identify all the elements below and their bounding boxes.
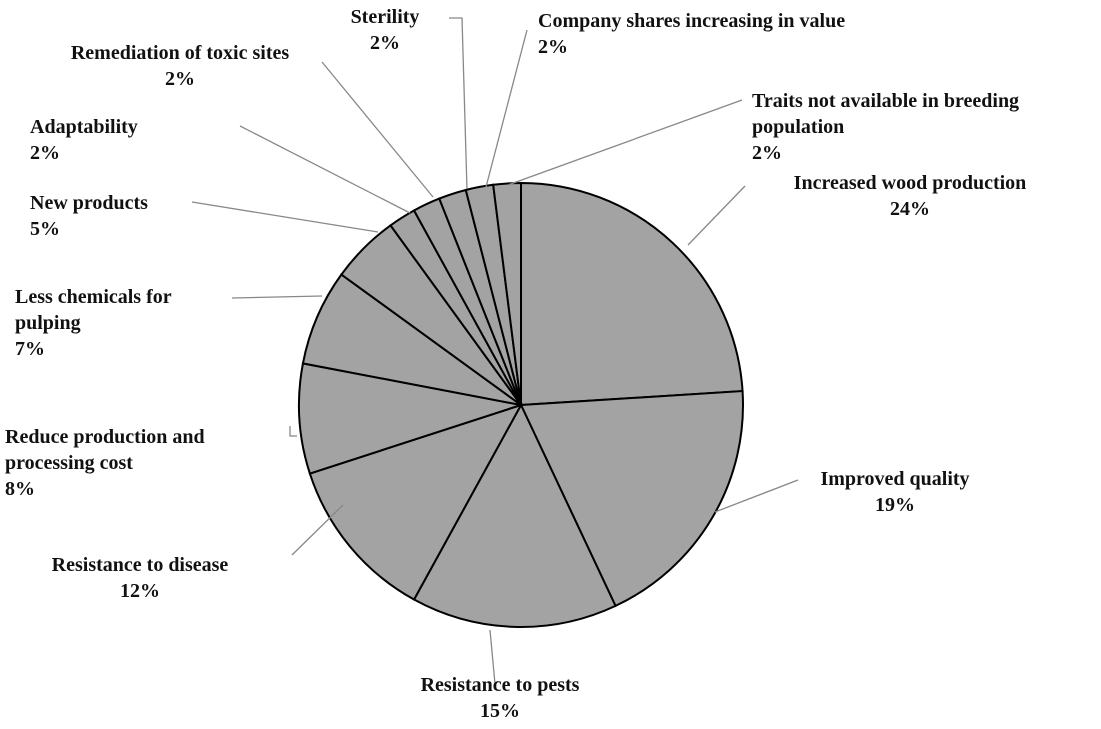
value-label: 2% [538,36,568,58]
leader-line [449,17,468,191]
slice-label: New products 5% [30,190,200,242]
slice-label: Increased wood production 24% [750,170,1070,222]
category-label: Resistance to disease [51,554,229,576]
pie-slice [298,362,522,475]
category-label: New products [30,192,148,214]
slice-label: Company shares increasing in value 2% [538,8,878,60]
slice-label: Remediation of toxic sites 2% [30,40,330,92]
leader-line [289,426,297,437]
category-label: Sterility [350,6,420,28]
category-label: Traits not available in breeding populat… [752,90,1020,138]
leader-line [239,125,411,214]
category-label: Remediation of toxic sites [70,42,290,64]
category-label: Reduce production and processing cost [5,426,205,474]
slice-label: Reduce production and processing cost 8% [5,424,275,502]
value-label: 12% [120,580,160,602]
value-label: 2% [165,68,195,90]
leader-line [714,479,799,513]
value-label: 8% [5,478,35,500]
leader-line [231,295,323,299]
value-label: 5% [30,218,60,240]
category-label: Adaptability [30,116,138,138]
value-label: 7% [15,338,45,360]
pie-slice [412,402,617,628]
leader-line [489,629,496,685]
category-label: Less chemicals for pulping [15,286,172,334]
category-label: Company shares increasing in value [538,10,846,32]
value-label: 2% [370,32,400,54]
value-label: 19% [875,494,915,516]
pie-slice [492,181,522,406]
pie-slice [520,181,744,407]
value-label: 2% [30,142,60,164]
leader-line [291,504,344,556]
slice-label: Less chemicals for pulping 7% [15,284,230,362]
value-label: 15% [480,700,520,722]
value-label: 24% [890,198,930,220]
leader-line [687,185,746,246]
slice-label: Sterility 2% [345,4,425,56]
pie-slice [308,403,524,601]
slice-label: Resistance to pests 15% [380,672,620,724]
slice-label: Traits not available in breeding populat… [752,88,1092,166]
slice-label: Improved quality 19% [790,466,1000,518]
value-label: 2% [752,142,782,164]
leader-line [191,201,379,233]
slice-label: Resistance to disease 12% [5,552,275,604]
leader-line [507,99,743,186]
category-label: Improved quality [820,468,970,490]
category-label: Resistance to pests [420,674,580,696]
leader-line [321,61,434,198]
category-label: Increased wood production [793,172,1027,194]
leader-line [485,29,528,188]
pie-slice [519,390,744,608]
slice-label: Adaptability 2% [30,114,260,166]
